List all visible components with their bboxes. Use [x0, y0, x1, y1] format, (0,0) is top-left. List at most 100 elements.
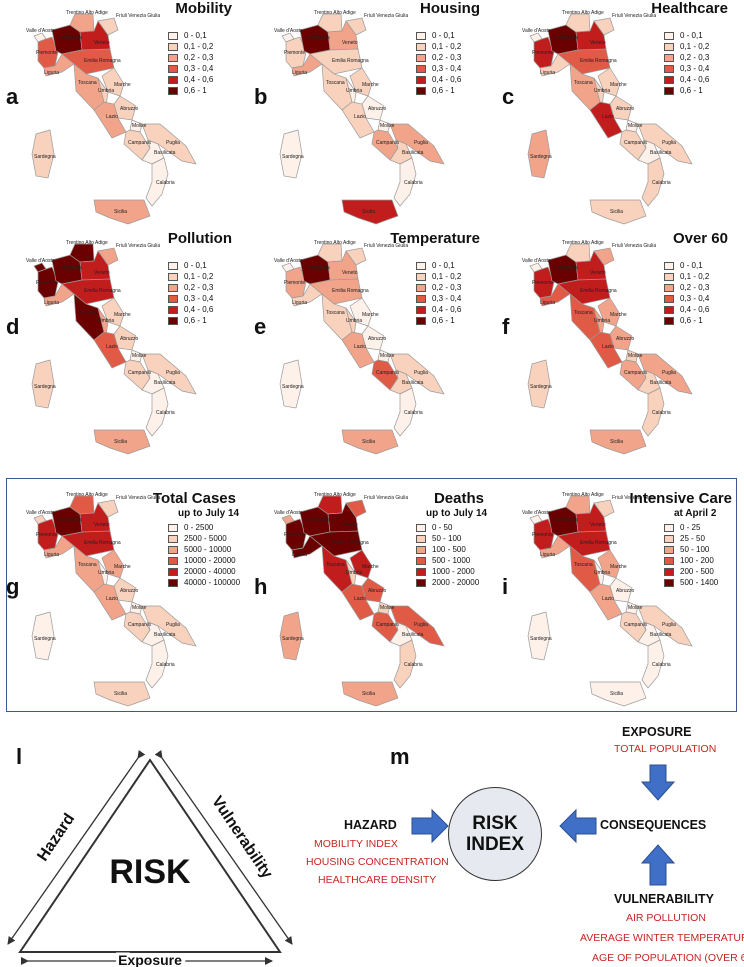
map-panel-deaths: Valle d'Aosta Trentino Alto Adige Friuli V…: [248, 482, 496, 707]
legend-entry: 0,2 - 0,3: [416, 52, 461, 63]
region-label: Emilia Romagna: [332, 58, 369, 64]
region-label: Molise: [628, 605, 643, 611]
legend-entry: 0,6 - 1: [416, 315, 461, 326]
legend-swatch: [168, 316, 178, 325]
exposure-heading: EXPOSURE: [622, 725, 692, 739]
region-label: Calabria: [404, 662, 423, 668]
region-label: Abruzzo: [120, 106, 139, 112]
legend-entry: 10000 - 20000: [168, 555, 240, 566]
legend-label: 0,2 - 0,3: [680, 53, 710, 62]
region-taa: [69, 243, 95, 263]
legend-swatch: [416, 42, 426, 51]
region-label: Basilicata: [402, 632, 424, 638]
legend-label: 0,4 - 0,6: [680, 305, 710, 314]
region-pie: [533, 266, 555, 299]
region-label: Emilia Romagna: [580, 58, 617, 64]
region-label: Abruzzo: [368, 106, 387, 112]
region-label: Toscana: [326, 562, 345, 568]
region-laz: [93, 331, 127, 369]
region-fvg: [593, 499, 615, 518]
legend-label: 0,1 - 0,2: [184, 42, 214, 51]
region-label: Friuli Venezia Giulia: [612, 13, 656, 19]
highlight-frame: [6, 478, 737, 712]
region-label: Lazio: [106, 344, 118, 350]
region-label: Emilia Romagna: [580, 540, 617, 546]
region-label: Toscana: [574, 310, 593, 316]
region-label: Emilia Romagna: [84, 288, 121, 294]
region-sic: [589, 199, 647, 225]
region-label: Umbria: [98, 570, 114, 576]
hazard-item-healthcare: HEALTHCARE DENSITY: [318, 874, 437, 886]
region-label: Piemonte: [284, 532, 305, 538]
region-label: Sicilia: [362, 439, 375, 445]
legend-entry: 2000 - 20000: [416, 577, 479, 588]
legend-swatch: [416, 294, 426, 303]
legend-swatch: [168, 578, 178, 587]
region-label: Liguria: [44, 70, 59, 76]
region-label: Calabria: [404, 180, 423, 186]
region-fvg: [97, 247, 119, 266]
region-laz: [589, 101, 623, 139]
region-label: Piemonte: [284, 50, 305, 56]
region-abr: [361, 577, 385, 603]
region-label: Calabria: [156, 180, 175, 186]
region-label: Molise: [132, 353, 147, 359]
region-sar: [527, 129, 551, 179]
region-fvg: [345, 499, 367, 518]
region-label: Basilicata: [154, 632, 176, 638]
legend-entry: 5000 - 10000: [168, 544, 240, 555]
legend-label: 1000 - 2000: [432, 567, 475, 576]
region-taa: [69, 495, 95, 515]
legend-entry: 0 - 0,1: [416, 30, 461, 41]
legend-entry: 0,6 - 1: [416, 85, 461, 96]
legend-label: 0 - 0,1: [184, 261, 207, 270]
triangle-center-label: RISK: [109, 853, 191, 891]
italy-map-housing: Valle d'Aosta Trentino Alto Adige Friuli V…: [274, 10, 445, 225]
legend-swatch: [168, 86, 178, 95]
legend-label: 0,2 - 0,3: [432, 53, 462, 62]
legend-entry: 0 - 0,1: [168, 260, 213, 271]
legend-label: 0,6 - 1: [432, 86, 455, 95]
legend-entry: 0,2 - 0,3: [416, 282, 461, 293]
legend-entry: 0 - 0,1: [664, 30, 709, 41]
region-label: Liguria: [540, 300, 555, 306]
consequences-label: CONSEQUENCES: [600, 818, 707, 832]
region-label: Molise: [380, 605, 395, 611]
legend-label: 5000 - 10000: [184, 545, 232, 554]
legend-label: 0,2 - 0,3: [184, 283, 214, 292]
legend-label: 0,2 - 0,3: [680, 283, 710, 292]
region-abr: [609, 325, 633, 351]
region-label: Lombardia: [306, 517, 330, 523]
region-label: Calabria: [652, 410, 671, 416]
region-label: Molise: [628, 353, 643, 359]
hazard-heading: HAZARD: [344, 818, 397, 832]
legend-label: 200 - 500: [680, 567, 714, 576]
region-cal: [393, 639, 417, 689]
legend-label: 0,6 - 1: [680, 316, 703, 325]
legend-swatch: [416, 75, 426, 84]
region-sar: [31, 611, 55, 661]
legend-label: 0,1 - 0,2: [184, 272, 214, 281]
region-label: Friuli Venezia Giulia: [116, 13, 160, 19]
legend-label: 100 - 500: [432, 545, 466, 554]
region-label: Umbria: [594, 88, 610, 94]
legend-entry: 0 - 25: [664, 522, 718, 533]
region-sar: [279, 129, 303, 179]
region-mar: [349, 67, 373, 97]
legend-entry: 20000 - 40000: [168, 566, 240, 577]
legend-entry: 0,1 - 0,2: [664, 271, 709, 282]
region-taa: [565, 13, 591, 33]
region-sar: [31, 359, 55, 409]
legend-swatch: [416, 305, 426, 314]
legend-entry: 0,3 - 0,4: [416, 63, 461, 74]
region-label: Puglia: [662, 622, 676, 628]
map-title: Total Cases: [152, 490, 236, 507]
region-cal: [641, 157, 665, 207]
legend-label: 0 - 2500: [184, 523, 214, 532]
legend-swatch: [664, 316, 674, 325]
map-panel-pollution: Valle d'Aosta Trentino Alto Adige Friuli V…: [0, 230, 248, 455]
panel-letter-d: d: [6, 314, 20, 339]
vulnerability-item-age: AGE OF POPULATION (OVER 60): [592, 952, 744, 964]
legend-swatch: [664, 64, 674, 73]
region-label: Veneto: [590, 40, 606, 46]
